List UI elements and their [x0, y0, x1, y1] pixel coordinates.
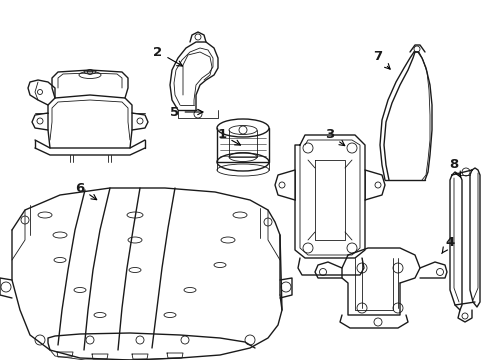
Text: 5: 5 [170, 105, 203, 118]
Text: 3: 3 [325, 129, 344, 146]
Text: 1: 1 [217, 129, 240, 145]
Text: 2: 2 [153, 45, 182, 66]
Text: 8: 8 [448, 158, 460, 177]
Text: 6: 6 [75, 181, 97, 200]
Text: 4: 4 [441, 235, 454, 253]
Text: 7: 7 [373, 50, 389, 69]
